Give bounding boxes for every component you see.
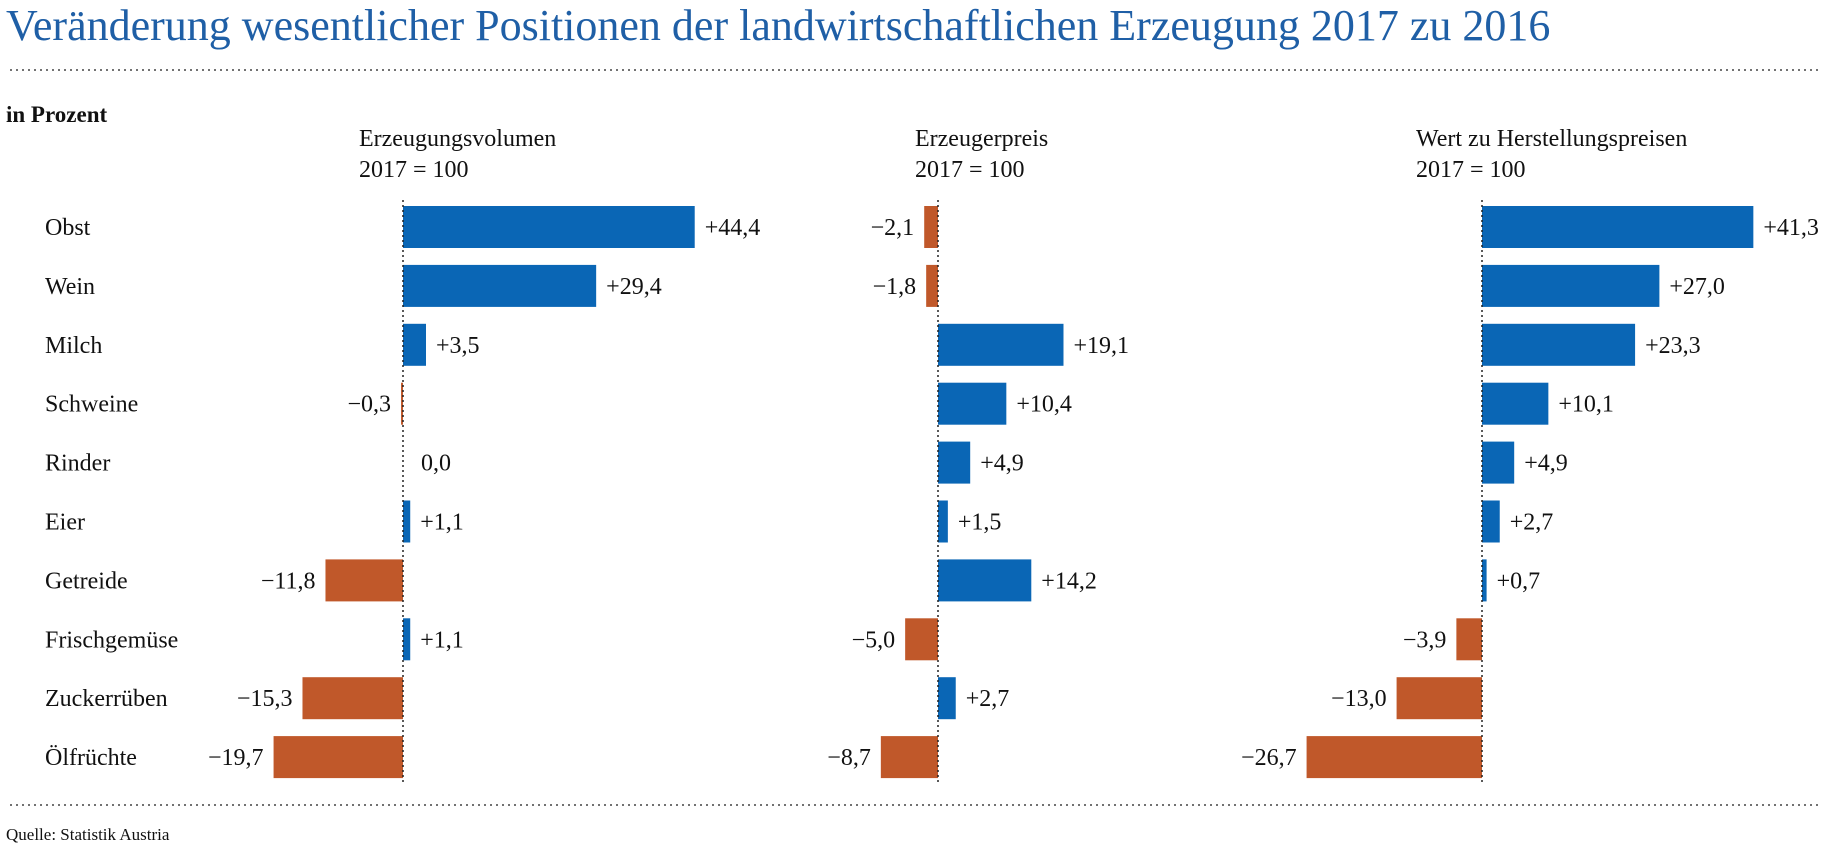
- value-label: +3,5: [436, 333, 480, 359]
- panel-subtitle: 2017 = 100: [915, 157, 1025, 183]
- bar: [938, 382, 1007, 425]
- bar: [1482, 559, 1487, 602]
- value-label: −5,0: [852, 627, 896, 653]
- category-label: Getreide: [45, 568, 128, 594]
- value-label: 0,0: [421, 451, 451, 477]
- category-label: Zuckerrüben: [45, 686, 168, 712]
- value-label: −1,8: [873, 274, 917, 300]
- panel: Erzeugerpreis 2017 = 100 −2,1 −1,8 +19,1 +10,…: [827, 126, 1129, 785]
- category-label: Frischgemüse: [45, 627, 178, 653]
- bar: [1482, 441, 1515, 484]
- value-label: +10,1: [1558, 392, 1614, 418]
- value-label: +4,9: [1524, 451, 1568, 477]
- value-label: +2,7: [1510, 510, 1554, 536]
- value-label: −2,1: [871, 215, 915, 241]
- panel: Erzeugungsvolumen 2017 = 100 +44,4 +29,4 +3,…: [208, 126, 760, 785]
- panel-subtitle: 2017 = 100: [1416, 157, 1526, 183]
- category-label: Milch: [45, 333, 102, 359]
- value-label: −0,3: [347, 392, 391, 418]
- value-label: +4,9: [980, 451, 1024, 477]
- bar: [1482, 206, 1754, 248]
- panel-subtitle: 2017 = 100: [359, 157, 469, 183]
- source-note: Quelle: Statistik Austria: [6, 825, 170, 844]
- bar: [1306, 736, 1482, 779]
- bar: [1396, 677, 1482, 720]
- bar: [403, 206, 695, 248]
- bar: [1482, 323, 1636, 366]
- bar: [1482, 264, 1660, 307]
- bar: [938, 559, 1032, 602]
- bar: [403, 264, 597, 307]
- value-label: +44,4: [705, 215, 761, 241]
- value-label: +23,3: [1645, 333, 1701, 359]
- bar: [880, 736, 938, 779]
- value-label: +1,5: [958, 510, 1002, 536]
- value-label: −26,7: [1241, 745, 1297, 771]
- value-label: −13,0: [1331, 686, 1387, 712]
- bar: [905, 618, 938, 661]
- value-label: +10,4: [1016, 392, 1072, 418]
- category-label: Rinder: [45, 451, 110, 477]
- bar: [302, 677, 403, 720]
- bar: [938, 441, 971, 484]
- value-label: +1,1: [420, 627, 464, 653]
- value-label: −8,7: [827, 745, 871, 771]
- bar: [403, 618, 411, 661]
- value-label: −11,8: [261, 568, 316, 594]
- panel-title: Erzeugerpreis: [915, 126, 1048, 152]
- panel-title: Wert zu Herstellungspreisen: [1416, 126, 1687, 152]
- panel-title: Erzeugungsvolumen: [359, 126, 556, 152]
- category-label: Wein: [45, 274, 95, 300]
- bar: [1482, 500, 1500, 543]
- value-label: −19,7: [208, 745, 264, 771]
- bar: [403, 323, 426, 366]
- category-label: Eier: [45, 510, 85, 536]
- bar: [1456, 618, 1482, 661]
- value-label: +2,7: [966, 686, 1010, 712]
- value-label: +1,1: [420, 510, 464, 536]
- value-label: +19,1: [1073, 333, 1129, 359]
- bar: [926, 264, 938, 307]
- value-label: −15,3: [237, 686, 293, 712]
- bar: [924, 206, 938, 248]
- bar: [938, 323, 1064, 366]
- category-label: Ölfrüchte: [45, 745, 137, 771]
- category-label: Schweine: [45, 392, 138, 418]
- bar: [403, 500, 411, 543]
- chart-title: Veränderung wesentlicher Positionen der …: [6, 1, 1550, 50]
- chart-panels: Erzeugungsvolumen 2017 = 100 +44,4 +29,4 +3,…: [208, 126, 1819, 785]
- value-label: +0,7: [1497, 568, 1541, 594]
- category-label: Obst: [45, 215, 91, 241]
- bar: [938, 500, 948, 543]
- unit-label: in Prozent: [6, 102, 107, 127]
- value-label: +27,0: [1669, 274, 1725, 300]
- value-label: +14,2: [1041, 568, 1097, 594]
- bar: [938, 677, 956, 720]
- bar: [1482, 382, 1549, 425]
- bar: [325, 559, 403, 602]
- category-labels: Obst Wein Milch Schweine Rinder Eier Getreide F…: [45, 215, 178, 771]
- bar: [273, 736, 403, 779]
- value-label: +29,4: [606, 274, 662, 300]
- panel: Wert zu Herstellungspreisen 2017 = 100 +41…: [1241, 126, 1819, 785]
- bar: [401, 382, 403, 425]
- value-label: −3,9: [1403, 627, 1447, 653]
- value-label: +41,3: [1763, 215, 1819, 241]
